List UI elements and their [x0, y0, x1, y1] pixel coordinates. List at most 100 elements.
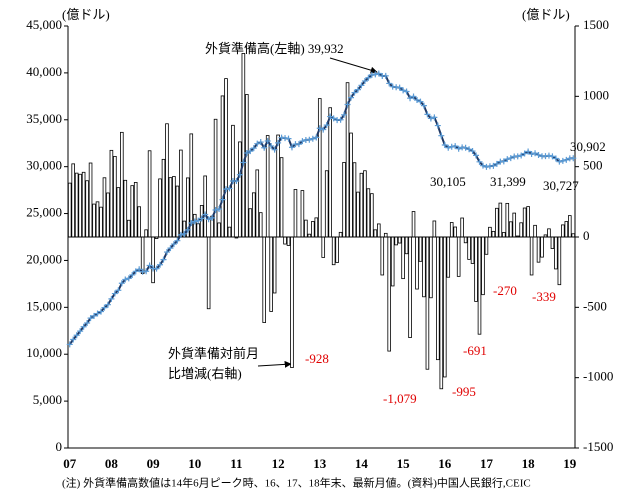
y-tick-label: 40,000: [26, 64, 62, 79]
point-marker: [70, 336, 77, 343]
point-marker: [309, 135, 316, 142]
annotation: -1,079: [383, 391, 417, 406]
y-tick-label: 15,000: [26, 298, 62, 313]
bar: [251, 192, 256, 238]
point-marker: [563, 156, 570, 163]
bar: [293, 189, 298, 238]
point-marker: [299, 138, 306, 145]
bar: [224, 78, 228, 238]
bar: [390, 236, 395, 287]
bar: [370, 193, 374, 238]
annotation: 外貨準備高(左軸) 39,932: [205, 41, 344, 56]
bar: [453, 226, 457, 238]
point-marker: [420, 102, 427, 109]
bar: [311, 221, 315, 238]
bar: [550, 236, 555, 249]
bar: [286, 236, 291, 246]
point-marker: [337, 116, 344, 123]
point-marker: [535, 151, 542, 158]
bar: [533, 224, 537, 238]
point-marker: [452, 143, 459, 150]
bar: [529, 236, 534, 276]
x-tick-label: 09: [147, 456, 161, 471]
bar: [429, 236, 433, 299]
bar: [74, 172, 79, 238]
bar: [432, 220, 437, 238]
bar: [408, 236, 412, 338]
bar: [411, 211, 416, 238]
point-marker: [410, 93, 417, 100]
point-marker: [386, 80, 393, 87]
point-marker: [400, 87, 407, 94]
point-marker: [525, 148, 532, 155]
point-marker: [552, 155, 559, 162]
bar: [463, 236, 468, 244]
y-tick-label: 5,000: [33, 392, 62, 407]
point-marker: [66, 341, 73, 348]
bar: [564, 221, 569, 238]
bar: [165, 123, 169, 238]
bar: [238, 141, 242, 238]
bar: [373, 229, 378, 238]
point-marker: [396, 84, 403, 91]
bar: [304, 219, 308, 238]
bar: [144, 229, 148, 238]
point-marker: [174, 237, 181, 244]
annotation: 外貨準備対前月: [168, 346, 259, 361]
bar: [568, 215, 572, 238]
bar: [102, 177, 107, 238]
bar: [422, 236, 426, 298]
point-marker: [358, 82, 365, 89]
point-marker: [188, 220, 195, 227]
bar: [137, 206, 141, 238]
bar: [258, 212, 263, 238]
bar: [300, 190, 305, 238]
bar: [554, 236, 558, 270]
point-marker: [462, 144, 469, 151]
point-marker: [268, 142, 275, 149]
point-marker: [87, 315, 94, 322]
bar: [106, 192, 110, 238]
point-marker: [344, 101, 351, 108]
arrow: [257, 360, 292, 368]
y2-tick-label: 0: [583, 228, 590, 243]
point-marker: [177, 231, 184, 238]
y-tick-label: 30,000: [26, 158, 62, 173]
bar: [502, 232, 506, 238]
point-marker: [514, 153, 521, 160]
bar: [290, 236, 294, 368]
point-marker: [233, 178, 240, 185]
annotation: 30,902: [570, 139, 606, 154]
bar: [109, 149, 114, 238]
point-marker: [108, 295, 115, 302]
annotation: -995: [452, 384, 476, 399]
point-marker: [469, 148, 476, 155]
point-marker: [247, 148, 254, 155]
bar: [151, 236, 155, 284]
point-marker: [243, 149, 250, 156]
point-marker: [473, 152, 480, 159]
point-marker: [403, 88, 410, 95]
bar: [123, 179, 128, 238]
point-marker: [240, 159, 247, 166]
point-marker: [223, 186, 230, 193]
point-marker: [407, 95, 414, 102]
bar: [158, 178, 162, 238]
point-marker: [320, 126, 327, 133]
y-tick-label: 25,000: [26, 205, 62, 220]
bar: [262, 236, 266, 323]
bar: [314, 217, 319, 238]
point-marker: [351, 89, 358, 96]
x-tick-label: 07: [63, 456, 77, 471]
bar: [248, 208, 253, 238]
bar: [78, 173, 82, 238]
bar: [116, 187, 121, 238]
y-tick-label: 45,000: [26, 17, 62, 32]
bar: [540, 236, 544, 258]
bar: [133, 182, 138, 238]
y2-tick-label: -1500: [583, 439, 613, 454]
bar: [505, 202, 510, 238]
bar: [387, 236, 392, 352]
bar: [324, 170, 329, 238]
